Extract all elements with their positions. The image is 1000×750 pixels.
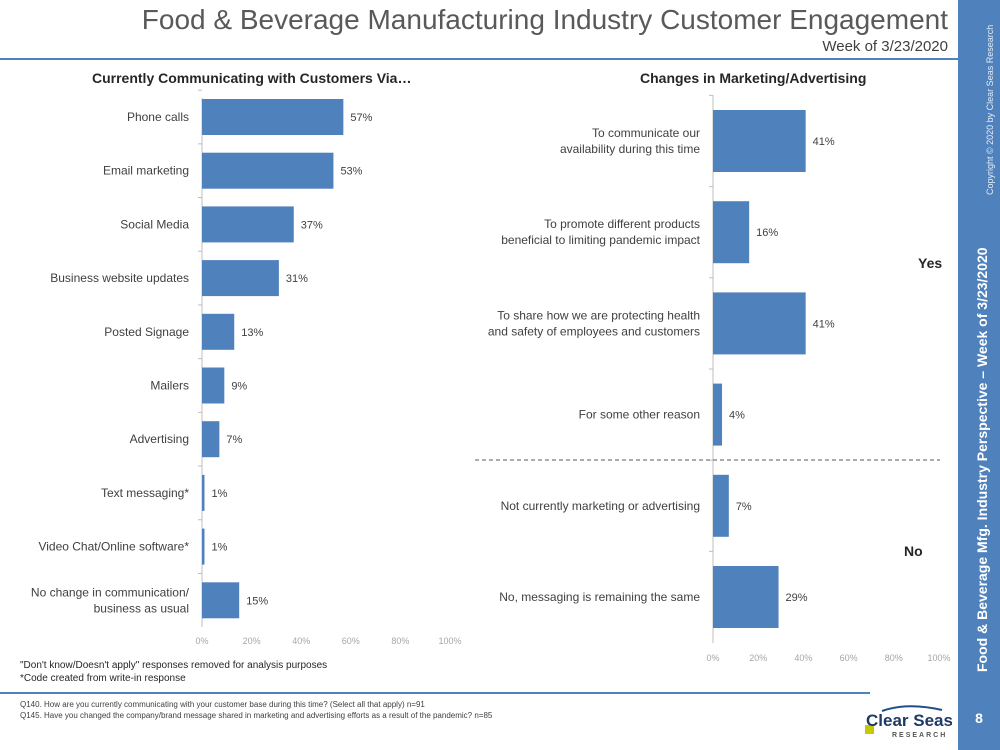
data-label: 9% [231,381,247,393]
clear-seas-logo: Clear Seas RESEARCH [862,702,953,742]
category-label: To promote different products [544,217,700,231]
data-label: 57% [350,112,372,124]
category-label: Email marketing [103,164,189,178]
x-tick-label: 100% [927,653,950,663]
bar [202,582,240,619]
copyright: Copyright © 2020 by Clear Seas Research [985,24,995,195]
category-label: Social Media [120,217,189,231]
group-label-no: No [904,543,923,559]
data-label: 1% [211,542,227,554]
bar [713,110,806,172]
bar [202,206,294,243]
x-tick-label: 0% [706,653,719,663]
x-tick-label: 40% [794,653,812,663]
bar [202,528,205,565]
bar [202,152,334,189]
x-tick-label: 40% [292,636,310,646]
data-label: 29% [786,592,808,604]
x-tick-label: 80% [885,653,903,663]
x-tick-label: 60% [840,653,858,663]
data-label: 31% [286,273,308,285]
page-title: Food & Beverage Manufacturing Industry C… [141,4,948,35]
category-label: beneficial to limiting pandemic impact [501,233,700,247]
bar [202,367,225,404]
svg-text:Clear Seas: Clear Seas [866,711,952,730]
svg-text:RESEARCH: RESEARCH [892,732,947,739]
category-label: Advertising [130,432,189,446]
x-tick-label: 0% [195,636,208,646]
bar [713,474,729,537]
bar [713,292,806,355]
category-label: To share how we are protecting health [497,308,700,322]
left-chart-title: Currently Communicating with Customers V… [92,70,412,86]
category-label: Text messaging* [101,486,189,500]
bar [713,566,779,628]
category-label: Mailers [150,379,189,393]
page-subtitle: Week of 3/23/2020 [822,38,948,55]
data-label: 41% [813,318,835,330]
sidebar-title: Food & Beverage Mfg. Industry Perspectiv… [974,247,990,672]
category-label: availability during this time [560,142,700,156]
data-label: 15% [246,595,268,607]
data-label: 7% [736,501,752,513]
left-chart: 57% Phone calls 53% Email marketing 37% Socia… [31,89,462,646]
bar [713,201,750,264]
category-label: For some other reason [579,408,700,422]
x-tick-label: 100% [438,636,461,646]
note-write-in: *Code created from write-in response [20,673,186,684]
x-tick-label: 20% [749,653,767,663]
header-divider [0,58,958,60]
category-label: Phone calls [127,110,189,124]
bar [202,421,220,458]
data-label: 41% [813,136,835,148]
x-tick-label: 20% [243,636,261,646]
data-label: 7% [226,434,242,446]
x-tick-label: 80% [391,636,409,646]
bar [713,383,723,446]
note-removed: "Don't know/Doesn't apply" responses rem… [20,660,328,671]
x-tick-label: 60% [342,636,360,646]
footer-divider [0,692,870,694]
sidebar [958,0,1000,750]
right-chart-title: Changes in Marketing/Advertising [640,70,867,86]
category-label: Business website updates [50,271,189,285]
category-label: and safety of employees and customers [488,324,700,338]
bar [202,99,344,135]
category-label: No, messaging is remaining the same [499,590,700,604]
bar [202,474,205,511]
category-label: Video Chat/Online software* [38,540,189,554]
question-q145: Q145. Have you changed the company/brand… [20,711,493,720]
bar [202,260,279,297]
data-label: 1% [211,488,227,500]
bar [202,313,235,350]
category-label: Not currently marketing or advertising [501,499,700,513]
category-label: To communicate our [592,126,700,140]
right-chart: 41% To communicate our availability during… [475,94,951,663]
data-label: 37% [301,219,323,231]
page-number: 8 [975,710,983,726]
group-label-yes: Yes [918,255,942,271]
data-label: 16% [756,227,778,239]
category-label: business as usual [94,601,189,615]
question-q140: Q140. How are you currently communicatin… [20,700,425,709]
data-label: 13% [241,327,263,339]
category-label: Posted Signage [104,325,189,339]
category-label: No change in communication/ [31,585,190,599]
data-label: 4% [729,410,745,422]
data-label: 53% [340,166,362,178]
